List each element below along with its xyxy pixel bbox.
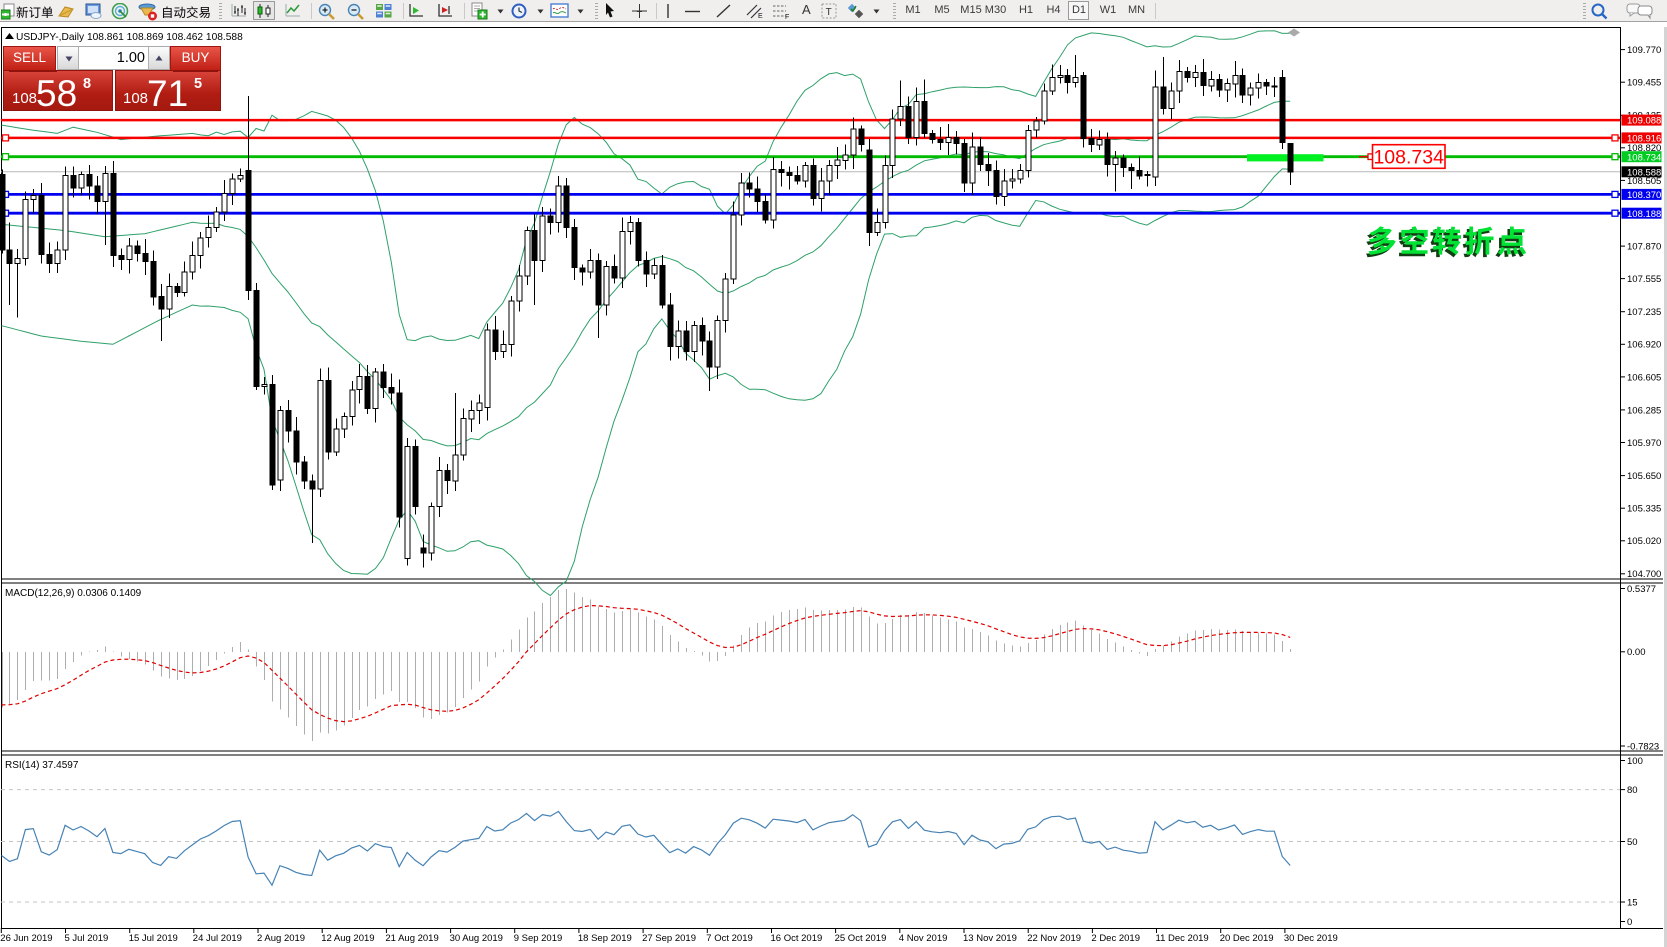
svg-text:0.5377: 0.5377 [1627, 584, 1656, 595]
svg-text:22 Nov 2019: 22 Nov 2019 [1027, 933, 1081, 944]
svg-text:9 Sep 2019: 9 Sep 2019 [514, 933, 563, 944]
svg-text:26 Jun 2019: 26 Jun 2019 [0, 933, 52, 944]
svg-text:11 Dec 2019: 11 Dec 2019 [1156, 933, 1209, 944]
svg-text:15 Jul 2019: 15 Jul 2019 [129, 933, 178, 944]
svg-text:T: T [826, 7, 832, 18]
svg-text:0.00: 0.00 [1627, 647, 1646, 658]
svg-text:0: 0 [1627, 917, 1632, 928]
svg-text:105.020: 105.020 [1627, 536, 1661, 547]
svg-text:108.505: 108.505 [1627, 176, 1661, 187]
svg-text:109.088: 109.088 [1627, 116, 1661, 127]
svg-text:4 Nov 2019: 4 Nov 2019 [899, 933, 948, 944]
svg-text:USDJPY-,Daily 108.861 108.869: USDJPY-,Daily 108.861 108.869 108.462 10… [16, 32, 243, 43]
svg-text:27 Sep 2019: 27 Sep 2019 [642, 933, 696, 944]
svg-text:E: E [758, 13, 763, 20]
svg-text:107.235: 107.235 [1627, 307, 1661, 318]
svg-text:30 Aug 2019: 30 Aug 2019 [450, 933, 503, 944]
svg-text:108.188: 108.188 [1627, 209, 1661, 220]
svg-text:108.734: 108.734 [1373, 147, 1444, 169]
svg-text:F: F [785, 14, 789, 21]
svg-text:20 Dec 2019: 20 Dec 2019 [1220, 933, 1274, 944]
svg-text:105.970: 105.970 [1627, 438, 1661, 449]
svg-text:80: 80 [1627, 785, 1638, 796]
svg-text:106.920: 106.920 [1627, 340, 1661, 351]
svg-text:109.455: 109.455 [1627, 78, 1661, 89]
svg-text:109.770: 109.770 [1627, 45, 1661, 56]
svg-text:50: 50 [1627, 837, 1638, 848]
svg-text:108.370: 108.370 [1627, 190, 1661, 201]
svg-text:108.820: 108.820 [1627, 143, 1661, 154]
svg-text:108.734: 108.734 [1627, 152, 1661, 163]
svg-text:107.555: 107.555 [1627, 274, 1661, 285]
svg-text:RSI(14) 37.4597: RSI(14) 37.4597 [5, 760, 79, 771]
svg-text:106.605: 106.605 [1627, 372, 1661, 383]
svg-text:24 Jul 2019: 24 Jul 2019 [193, 933, 242, 944]
svg-text:108.916: 108.916 [1627, 134, 1661, 145]
svg-text:105.335: 105.335 [1627, 504, 1661, 515]
svg-text:106.285: 106.285 [1627, 405, 1661, 416]
svg-text:30 Dec 2019: 30 Dec 2019 [1284, 933, 1338, 944]
svg-text:18 Sep 2019: 18 Sep 2019 [578, 933, 632, 944]
svg-text:2 Aug 2019: 2 Aug 2019 [257, 933, 305, 944]
svg-text:-0.7823: -0.7823 [1627, 741, 1659, 752]
svg-text:105.650: 105.650 [1627, 471, 1661, 482]
svg-text:15: 15 [1627, 897, 1638, 908]
svg-text:13 Nov 2019: 13 Nov 2019 [963, 933, 1017, 944]
svg-text:16 Oct 2019: 16 Oct 2019 [771, 933, 823, 944]
svg-text:21 Aug 2019: 21 Aug 2019 [385, 933, 438, 944]
svg-text:104.700: 104.700 [1627, 569, 1661, 580]
svg-text:12 Aug 2019: 12 Aug 2019 [321, 933, 374, 944]
svg-text:5 Jul 2019: 5 Jul 2019 [65, 933, 109, 944]
svg-text:100: 100 [1627, 756, 1643, 767]
svg-text:108.588: 108.588 [1627, 167, 1661, 178]
svg-text:107.870: 107.870 [1627, 242, 1661, 253]
svg-text:2 Dec 2019: 2 Dec 2019 [1091, 933, 1140, 944]
svg-text:25 Oct 2019: 25 Oct 2019 [835, 933, 887, 944]
svg-text:7 Oct 2019: 7 Oct 2019 [706, 933, 752, 944]
svg-text:MACD(12,26,9) 0.0306 0.1409: MACD(12,26,9) 0.0306 0.1409 [5, 588, 142, 599]
